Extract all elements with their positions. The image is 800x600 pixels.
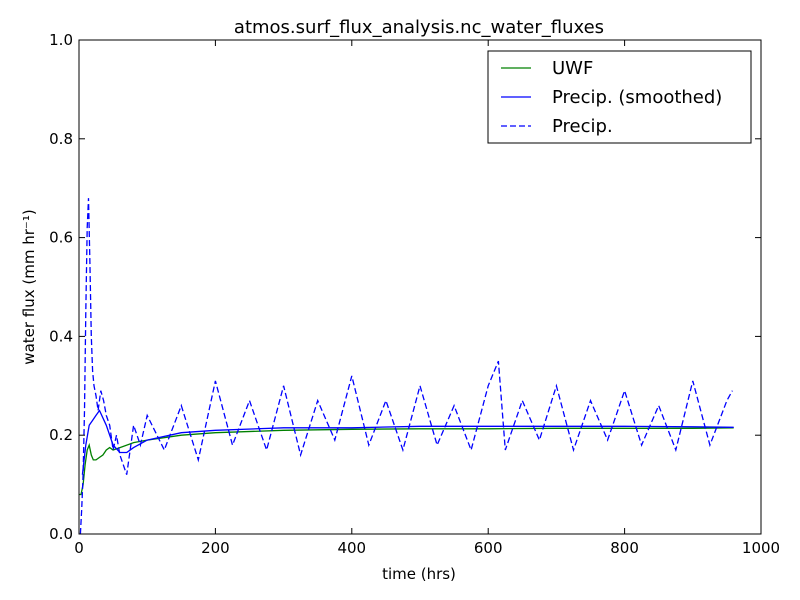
x-tick-label: 1000: [742, 539, 780, 557]
y-tick-label: 1.0: [49, 31, 73, 49]
plot-frame: [78, 39, 762, 535]
y-tick-label: 0.6: [49, 229, 73, 247]
x-tick-label: 400: [337, 539, 366, 557]
y-tick-label: 0.4: [49, 327, 73, 345]
series-line-1: [79, 427, 734, 496]
legend-box: [487, 50, 752, 144]
series-line-3: [79, 198, 733, 535]
legend-label-3: Precip.: [552, 116, 613, 137]
y-axis-label: water flux (mm hr⁻¹): [20, 209, 38, 364]
x-tick-label: 800: [610, 539, 639, 557]
x-tick-label: 200: [201, 539, 230, 557]
x-tick-label: 600: [474, 539, 503, 557]
legend: UWF Precip. (smoothed) Precip.: [487, 50, 752, 144]
y-tick-label: 0.2: [49, 426, 73, 444]
x-axis-label: time (hrs): [382, 565, 456, 583]
x-axis: 0 200 400 600 800 1000: [74, 40, 780, 557]
chart-title: atmos.surf_flux_analysis.nc_water_fluxes: [234, 17, 604, 38]
y-tick-label: 0.8: [49, 130, 73, 148]
legend-label-1: UWF: [552, 58, 593, 79]
x-tick-label: 0: [74, 539, 84, 557]
y-axis: 0.0 0.2 0.4 0.6 0.8 1.0: [49, 31, 761, 543]
legend-label-2: Precip. (smoothed): [552, 87, 722, 108]
y-tick-label: 0.0: [49, 525, 73, 543]
